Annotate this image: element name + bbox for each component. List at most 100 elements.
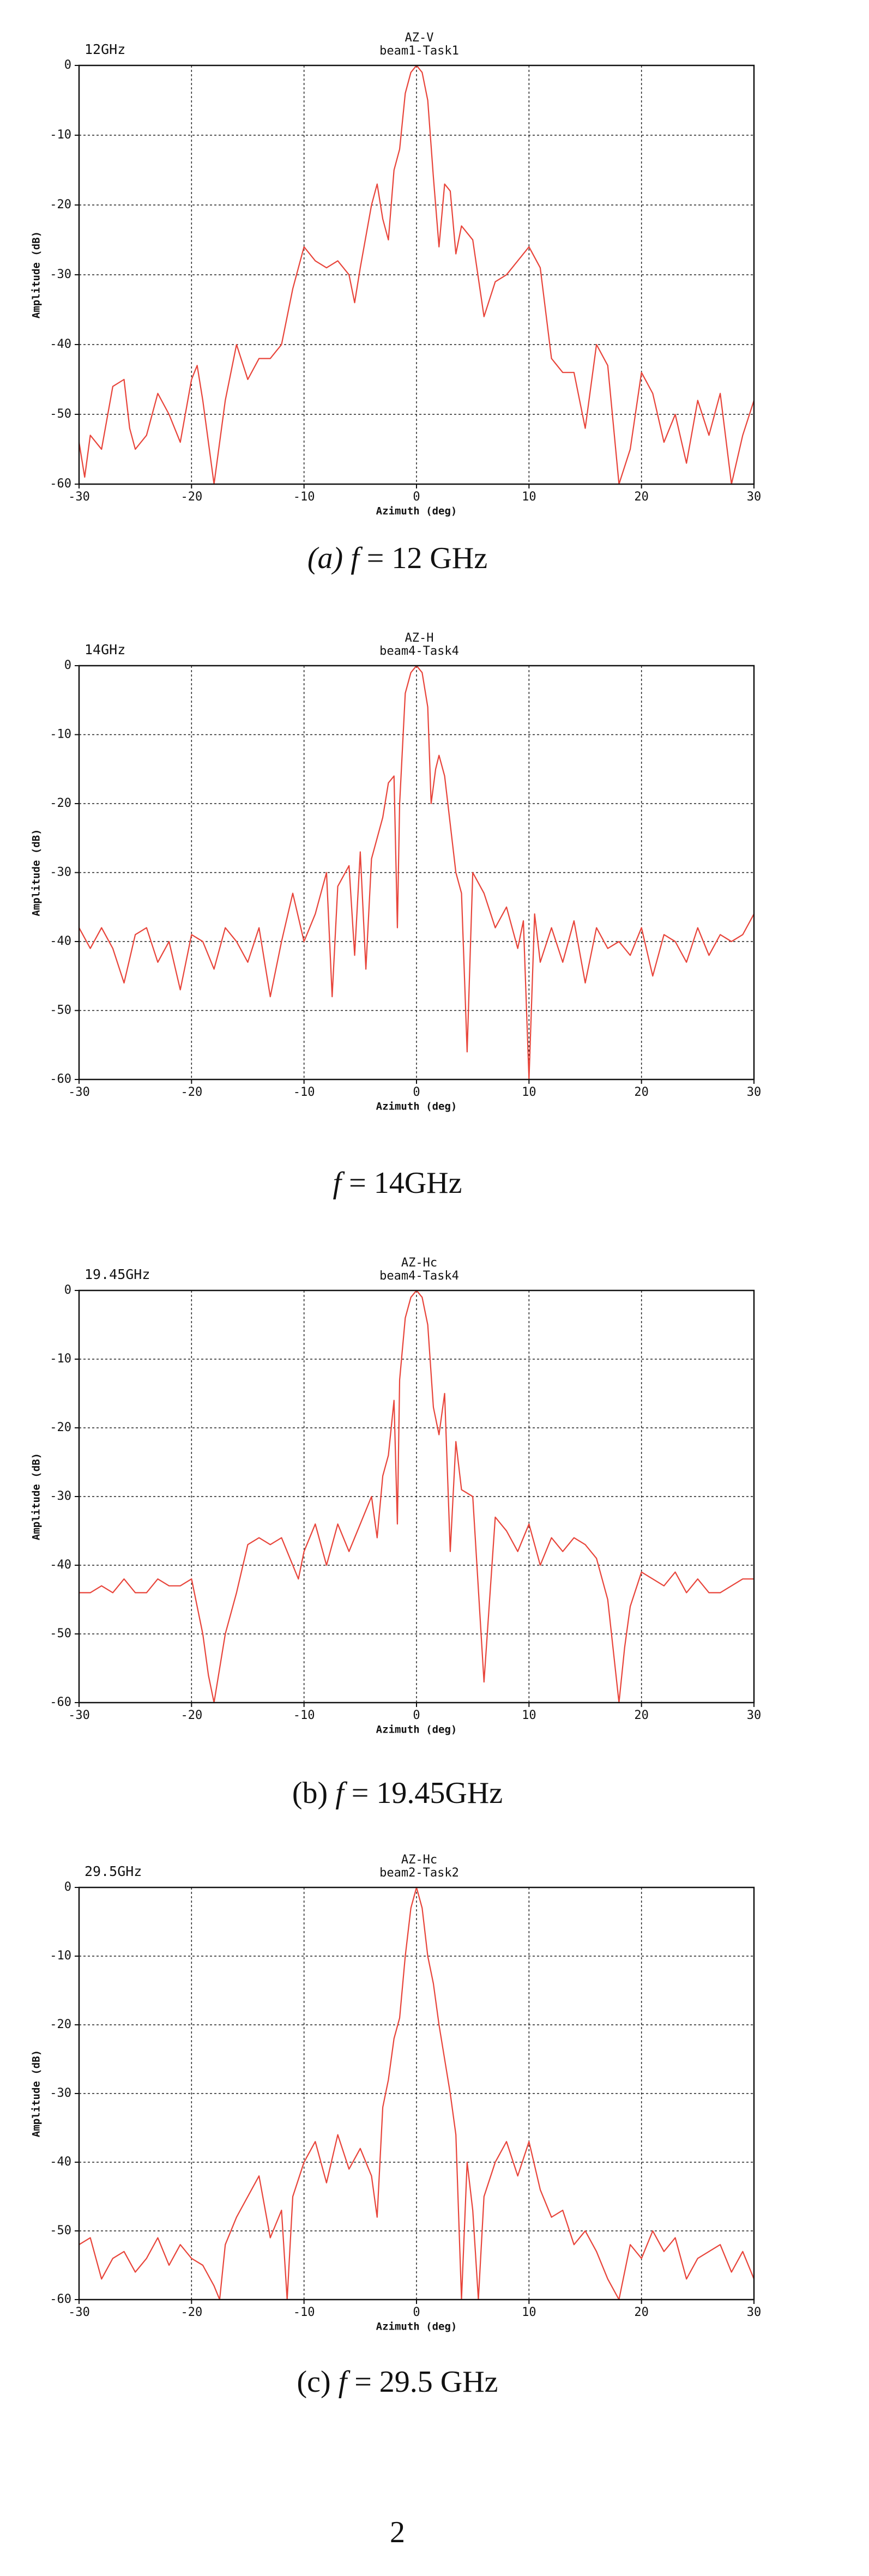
x-axis-label: Azimuth (deg) — [376, 505, 457, 517]
y-tick-label: -50 — [50, 2224, 71, 2237]
y-tick-label: -60 — [50, 1072, 71, 1086]
x-tick-label: -10 — [293, 1085, 315, 1099]
figure-caption: f = 14GHz — [333, 1166, 462, 1200]
chart-title: AZ-Hc — [401, 1853, 437, 1867]
caption-part: (c) — [297, 2365, 338, 2399]
x-tick-label: 30 — [747, 2306, 762, 2319]
x-tick-label: 10 — [522, 1709, 536, 1722]
y-tick-label: -50 — [50, 407, 71, 421]
caption-part: (a) f — [307, 541, 363, 575]
x-axis-label: Azimuth (deg) — [376, 2321, 457, 2333]
y-tick-label: -40 — [50, 337, 71, 351]
data-line — [79, 665, 755, 1081]
caption-part: (b) — [292, 1776, 335, 1810]
x-tick-label: -30 — [68, 1709, 90, 1722]
x-tick-label: 10 — [522, 1085, 536, 1099]
y-tick-label: -40 — [50, 1558, 71, 1572]
x-tick-label: -10 — [293, 1709, 315, 1722]
chart: -30 -20 -10 0 10 20 30 0 -10 -20 -30 -40 -50 -60 AZ-Vb… — [31, 31, 762, 517]
x-tick-label: -30 — [68, 490, 90, 504]
caption-part: = 29.5 GHz — [347, 2365, 498, 2399]
data-line — [79, 1289, 754, 1704]
chart-title: AZ-H — [405, 631, 434, 645]
y-tick-label: -30 — [50, 2086, 71, 2100]
y-tick-label: -30 — [50, 866, 71, 879]
annotation: 14GHz — [85, 642, 125, 657]
y-tick-label: -40 — [50, 934, 71, 948]
y-tick-label: -30 — [50, 1489, 71, 1503]
x-tick-label: -10 — [293, 2306, 315, 2319]
x-axis-label: Azimuth (deg) — [376, 1101, 457, 1113]
x-tick-label: 0 — [413, 490, 420, 504]
x-tick-label: -20 — [180, 1709, 202, 1722]
y-tick-label: -10 — [50, 728, 71, 741]
y-tick-label: -50 — [50, 1627, 71, 1640]
y-tick-label: -60 — [50, 2293, 71, 2306]
x-tick-label: 20 — [634, 490, 649, 504]
x-tick-label: 20 — [634, 2306, 649, 2319]
chart-subtitle: beam2-Task2 — [379, 1866, 459, 1880]
y-tick-label: -10 — [50, 1949, 71, 1963]
annotation: 19.45GHz — [85, 1266, 150, 1282]
y-tick-label: -10 — [50, 1352, 71, 1366]
y-axis-label: Amplitude (dB) — [31, 2050, 43, 2137]
x-tick-label: -10 — [293, 490, 315, 504]
y-tick-label: -60 — [50, 477, 71, 491]
y-tick-label: 0 — [64, 1283, 71, 1297]
x-tick-label: 20 — [634, 1709, 649, 1722]
x-tick-label: -30 — [68, 2306, 90, 2319]
y-tick-label: -20 — [50, 198, 71, 212]
x-tick-label: 30 — [747, 490, 762, 504]
chart-subtitle: beam1-Task1 — [379, 44, 459, 58]
y-tick-label: -20 — [50, 2018, 71, 2031]
y-tick-label: 0 — [64, 1880, 71, 1894]
y-tick-label: 0 — [64, 659, 71, 672]
x-tick-label: 30 — [747, 1709, 762, 1722]
plot-frame — [78, 1886, 755, 2301]
y-tick-label: -50 — [50, 1004, 71, 1017]
y-tick-label: -10 — [50, 128, 71, 142]
chart: -30 -20 -10 0 10 20 30 0 -10 -20 -30 -40 -50 -60 AZ-Hc… — [31, 1256, 762, 1736]
y-axis-label: Amplitude (dB) — [31, 1453, 43, 1540]
x-tick-label: 20 — [634, 1085, 649, 1099]
chart-subtitle: beam4-Task4 — [379, 644, 459, 658]
x-tick-label: 0 — [413, 2306, 420, 2319]
x-axis-label: Azimuth (deg) — [376, 1724, 457, 1736]
chart-title: AZ-V — [405, 31, 434, 45]
x-tick-label: -20 — [180, 1085, 202, 1099]
y-axis-label: Amplitude (dB) — [31, 829, 43, 916]
chart-subtitle: beam4-Task4 — [379, 1269, 459, 1283]
plot-frame — [78, 64, 755, 485]
caption-part: = 12 GHz — [359, 541, 487, 575]
caption-part: = 19.45GHz — [344, 1776, 503, 1810]
x-tick-label: 0 — [413, 1085, 420, 1099]
chart-title: AZ-Hc — [401, 1256, 437, 1270]
annotation: 29.5GHz — [85, 1863, 142, 1879]
page-number: 2 — [390, 2515, 405, 2549]
x-tick-label: 10 — [522, 490, 536, 504]
x-tick-label: -20 — [180, 2306, 202, 2319]
y-tick-label: -30 — [50, 268, 71, 281]
x-tick-label: -20 — [180, 490, 202, 504]
annotation: 12GHz — [85, 41, 125, 57]
figure-caption: (c) f = 29.5 GHz — [297, 2365, 498, 2399]
x-tick-label: -30 — [68, 1085, 90, 1099]
y-axis-label: Amplitude (dB) — [31, 231, 43, 318]
chart: -30 -20 -10 0 10 20 30 0 -10 -20 -30 -40 -50 -60 AZ-Hc… — [31, 1853, 762, 2333]
y-tick-label: -20 — [50, 797, 71, 810]
x-tick-label: 30 — [747, 1085, 762, 1099]
y-tick-label: 0 — [64, 58, 71, 72]
plot-frame — [78, 665, 755, 1081]
figure-caption: (b) f = 19.45GHz — [292, 1776, 503, 1810]
y-tick-label: -60 — [50, 1696, 71, 1709]
plot-frame — [78, 1289, 755, 1704]
y-tick-label: -40 — [50, 2155, 71, 2169]
caption-part: = 14GHz — [341, 1166, 462, 1200]
y-tick-label: -20 — [50, 1421, 71, 1434]
x-tick-label: 0 — [413, 1709, 420, 1722]
x-tick-label: 10 — [522, 2306, 536, 2319]
chart: -30 -20 -10 0 10 20 30 0 -10 -20 -30 -40 -50 -60 AZ-Hb… — [31, 631, 762, 1113]
figure-caption: (a) f = 12 GHz — [307, 541, 487, 575]
